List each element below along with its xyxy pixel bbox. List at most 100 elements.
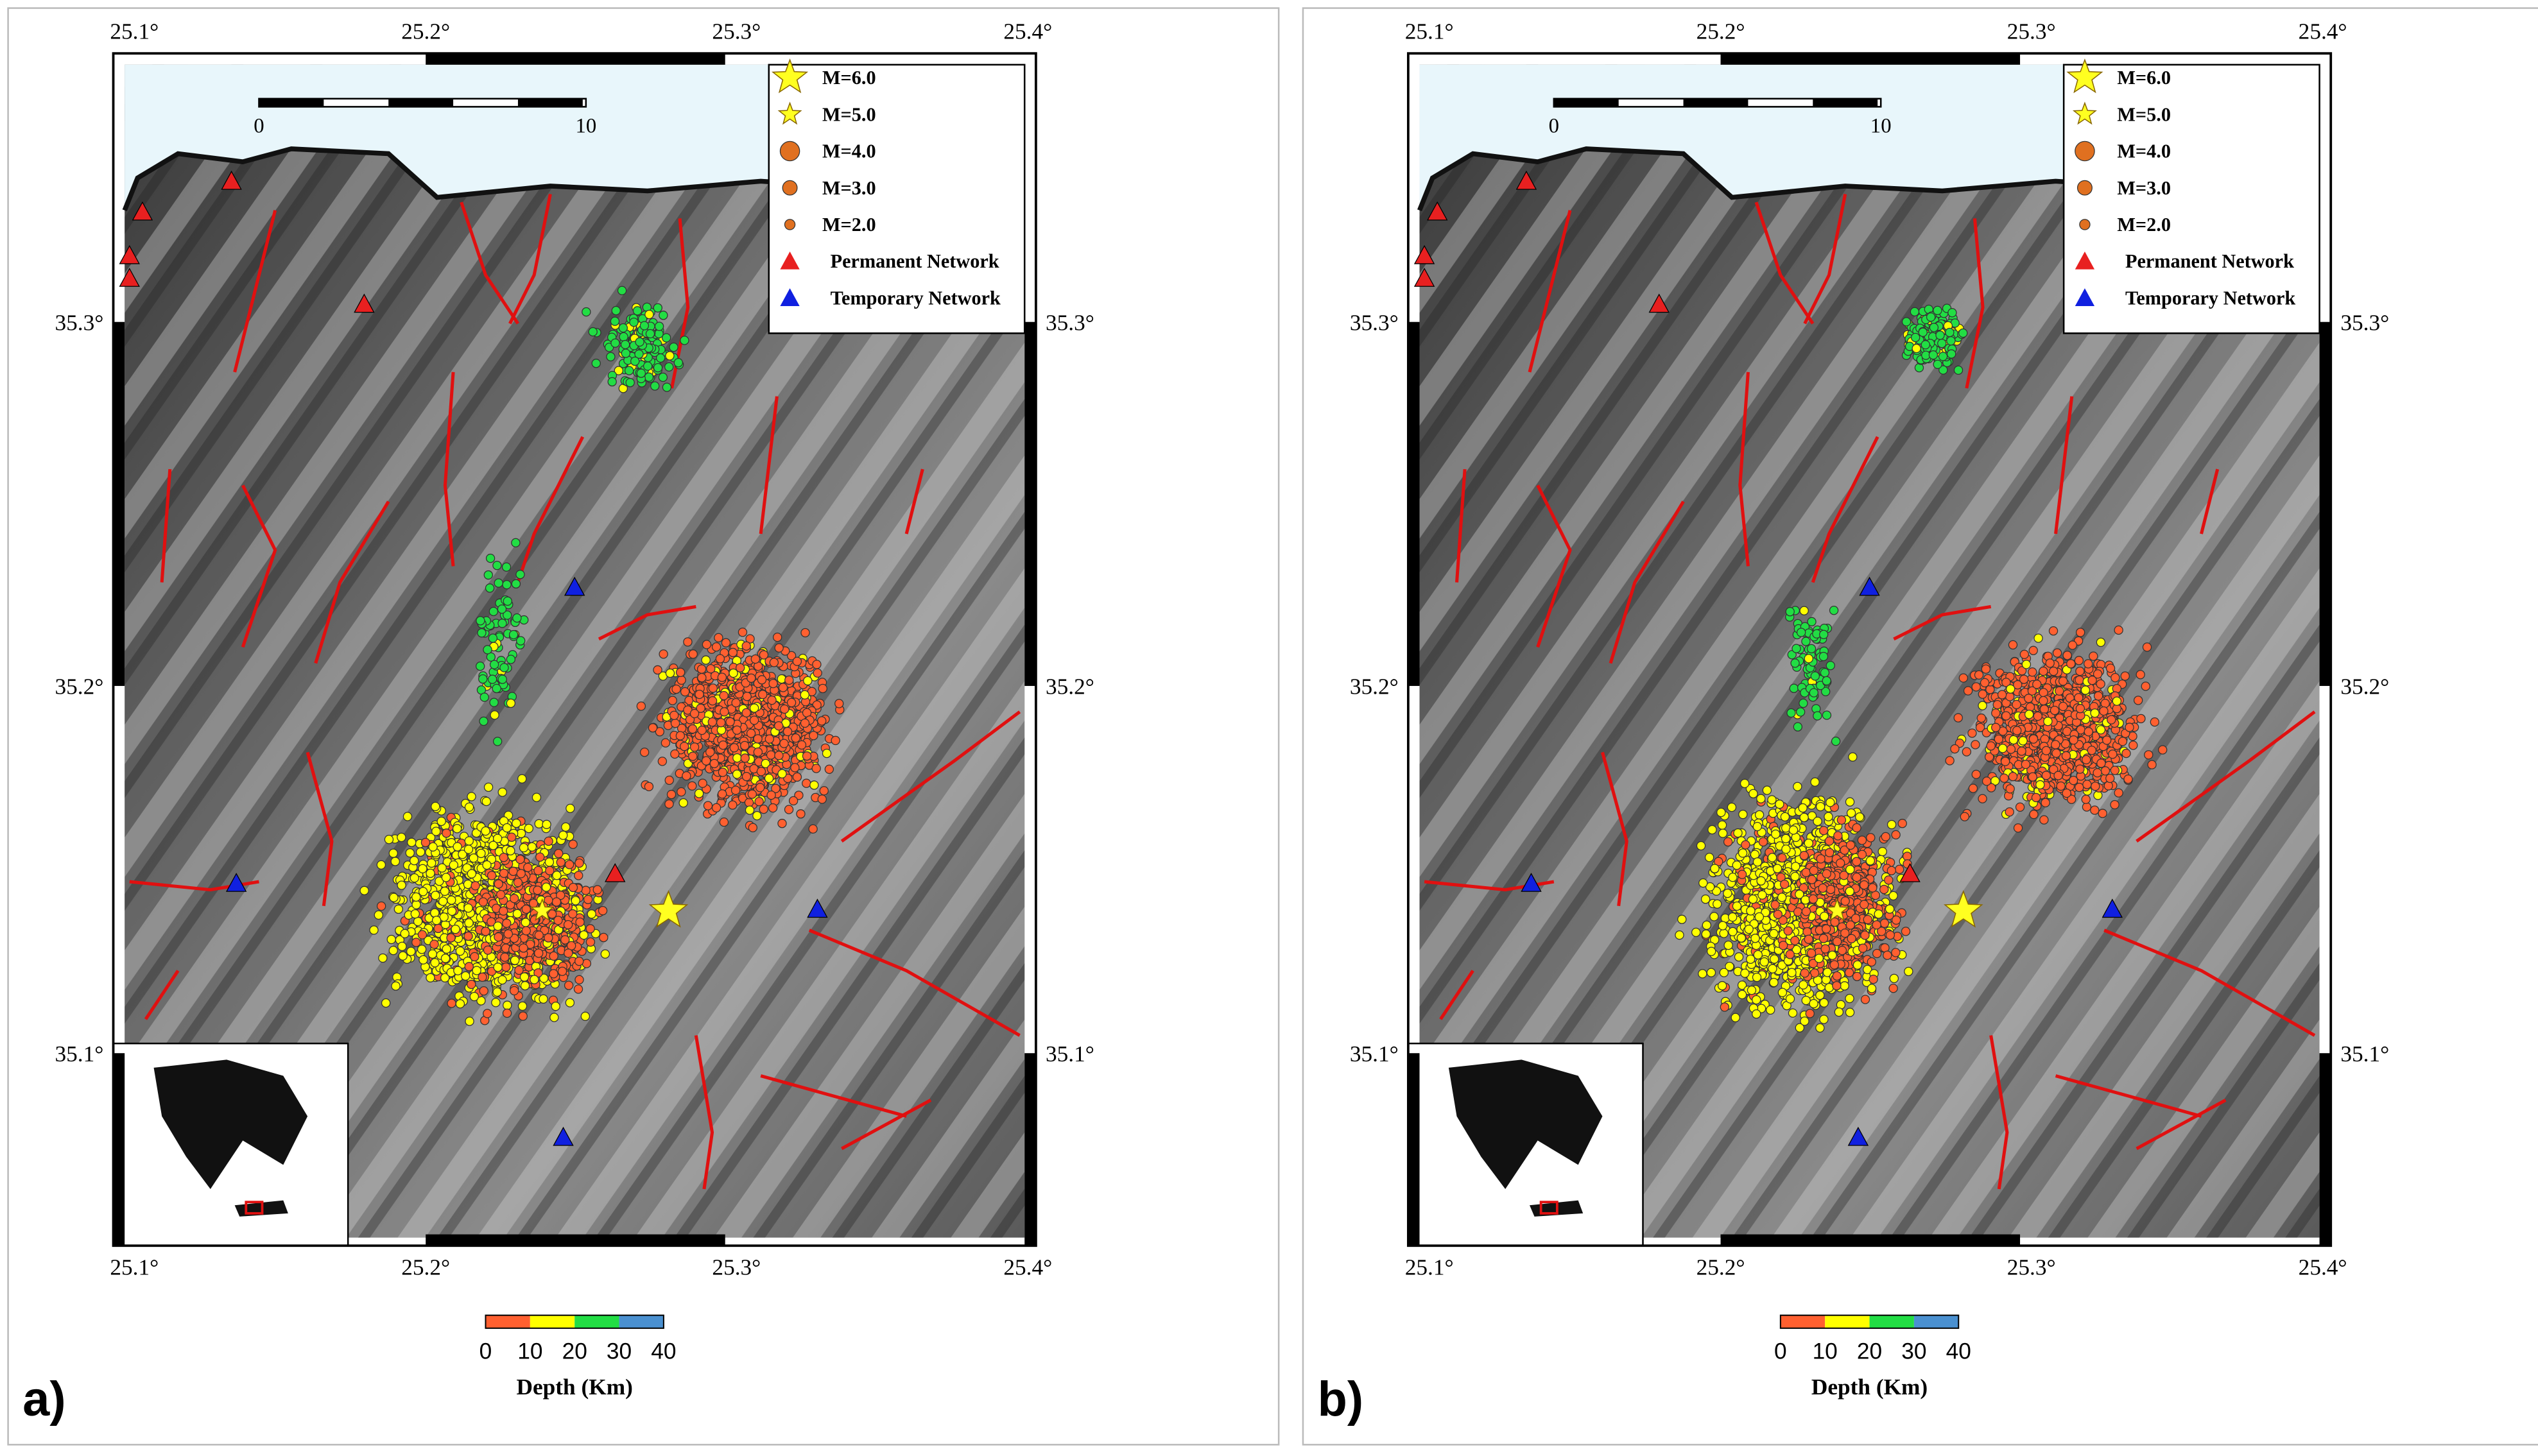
- earthquake-dot: [1809, 998, 1818, 1009]
- earthquake-dot: [732, 725, 742, 735]
- earthquake-dot: [517, 774, 527, 784]
- map-panel: b)25.1°25.1°25.2°25.2°25.3°25.3°25.4°25.…: [1302, 7, 2538, 1446]
- lat-tick-label: 35.3°: [55, 310, 104, 335]
- earthquake-dot: [694, 789, 704, 798]
- earthquake-dot: [406, 946, 416, 956]
- earthquake-dot: [742, 692, 752, 701]
- fault-line: [460, 201, 520, 325]
- earthquake-dot: [565, 803, 575, 813]
- earthquake-dot: [588, 327, 598, 337]
- earthquake-dot: [464, 802, 474, 812]
- earthquake-dot: [497, 619, 507, 628]
- earthquake-dot: [487, 871, 497, 880]
- fault-line: [694, 1035, 714, 1190]
- earthquake-dot: [516, 828, 526, 839]
- colorbar-tick-label: 10: [517, 1339, 542, 1364]
- earthquake-dot: [527, 842, 537, 852]
- earthquake-dot: [2062, 651, 2072, 660]
- earthquake-dot: [1734, 952, 1744, 962]
- earthquake-dot: [587, 909, 596, 919]
- earthquake-dot: [481, 927, 490, 936]
- earthquake-dot: [496, 889, 506, 900]
- earthquake-dot: [777, 674, 786, 684]
- earthquake-dot: [738, 628, 748, 637]
- earthquake-dot: [741, 708, 751, 717]
- earthquake-dot: [2144, 750, 2154, 760]
- earthquake-dot: [1719, 929, 1729, 938]
- earthquake-dot: [749, 703, 759, 713]
- earthquake-dot: [544, 836, 553, 846]
- earthquake-dot: [467, 979, 476, 989]
- earthquake-dot: [478, 674, 488, 684]
- earthquake-dot: [488, 841, 498, 850]
- earthquake-dot: [564, 860, 574, 869]
- earthquake-dot: [682, 771, 691, 781]
- earthquake-dot: [521, 918, 530, 927]
- earthquake-dot: [653, 665, 662, 675]
- earthquake-dot: [502, 1008, 512, 1018]
- earthquake-dot: [777, 769, 787, 779]
- earthquake-dot: [780, 704, 790, 714]
- earthquake-dot: [1968, 784, 1978, 793]
- earthquake-dot: [1702, 920, 1712, 930]
- earthquake-dot: [1748, 895, 1758, 904]
- earthquake-dot: [2068, 640, 2077, 650]
- earthquake-dot: [571, 896, 580, 905]
- earthquake-dot: [554, 848, 564, 859]
- earthquake-dot: [1746, 906, 1756, 916]
- earthquake-dot: [1845, 993, 1854, 1004]
- earthquake-dot: [1737, 989, 1747, 1000]
- earthquake-dot: [1978, 689, 1987, 699]
- earthquake-dot: [1768, 964, 1777, 973]
- fault-line: [160, 468, 172, 583]
- earthquake-dot: [464, 962, 474, 972]
- earthquake-dot: [455, 999, 465, 1009]
- earthquake-dot: [492, 987, 502, 997]
- earthquake-dot: [636, 368, 646, 378]
- earthquake-dot: [447, 906, 457, 916]
- earthquake-dot: [636, 701, 646, 711]
- earthquake-dot: [1675, 930, 1684, 940]
- earthquake-dot: [558, 830, 568, 840]
- earthquake-dot: [449, 860, 459, 870]
- scale-bar-segment: [517, 98, 583, 107]
- lon-tick-label: 25.3°: [712, 19, 761, 44]
- earthquake-dot: [515, 855, 525, 864]
- earthquake-dot: [567, 909, 578, 919]
- earthquake-dot: [410, 856, 419, 866]
- earthquake-dot: [1706, 946, 1716, 956]
- earthquake-dot: [497, 787, 507, 797]
- border-segment: [113, 321, 125, 686]
- earthquake-dot: [1710, 864, 1720, 873]
- earthquake-dot: [376, 901, 386, 911]
- earthquake-dot: [664, 362, 674, 372]
- earthquake-dot: [1723, 888, 1732, 898]
- earthquake-dot: [2029, 809, 2039, 819]
- earthquake-dot: [1736, 933, 1747, 943]
- earthquake-dot: [1728, 927, 1738, 937]
- earthquake-dot: [376, 860, 386, 869]
- earthquake-dot: [2048, 626, 2059, 636]
- earthquake-dot: [675, 667, 686, 677]
- lon-tick-label: 25.1°: [110, 1255, 159, 1280]
- panel-label: a): [22, 1373, 65, 1426]
- earthquake-dot: [784, 675, 794, 685]
- earthquake-dot: [1709, 912, 1719, 921]
- earthquake-dot: [791, 733, 800, 743]
- lat-tick-label: 35.3°: [1046, 310, 1094, 335]
- earthquake-dot: [442, 944, 451, 954]
- earthquake-dot: [707, 717, 717, 727]
- earthquake-dot: [764, 734, 774, 744]
- earthquake-dot: [1706, 968, 1716, 977]
- legend-label: M=4.0: [822, 141, 876, 162]
- earthquake-dot: [644, 782, 654, 791]
- lon-tick-label: 25.4°: [1003, 1255, 1052, 1280]
- earthquake-dot: [499, 853, 508, 862]
- earthquake-dot: [664, 775, 674, 785]
- earthquake-dot: [592, 885, 602, 895]
- earthquake-dot: [1787, 968, 1797, 977]
- fault-line: [314, 501, 390, 664]
- earthquake-dot: [1728, 912, 1738, 922]
- earthquake-dot: [812, 660, 822, 669]
- earthquake-dot: [779, 739, 789, 748]
